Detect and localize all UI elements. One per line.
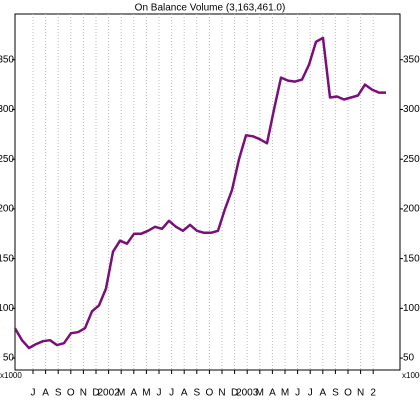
chart-title: On Balance Volume (3,163,461.0) (135, 3, 286, 14)
unit-label: x1000 (0, 371, 22, 380)
y-tick-label: 200 (403, 204, 420, 215)
x-tick-label: D (231, 388, 238, 399)
y-tick-label: 250 (403, 154, 420, 165)
x-tick-label: A (319, 388, 326, 399)
y-tick-label: 150 (0, 253, 14, 264)
x-tick-label: M (281, 388, 289, 399)
x-tick-label: N (357, 388, 364, 399)
x-tick-label: D (92, 388, 99, 399)
y-tick-label: 300 (0, 104, 14, 115)
y-tick-label: 250 (0, 154, 14, 165)
x-tick-label: O (344, 388, 352, 399)
y-tick-label: 100 (0, 303, 14, 314)
x-tick-label: S (55, 388, 62, 399)
x-tick-label: O (67, 388, 75, 399)
data-line (13, 36, 386, 350)
x-tick-label: A (42, 388, 49, 399)
x-tick-label: S (193, 388, 200, 399)
x-tick-label: J (157, 388, 162, 399)
y-tick-label: 350 (403, 54, 420, 65)
x-tick-label: A (130, 388, 137, 399)
x-tick-label: J (169, 388, 174, 399)
x-tick-label: J (295, 388, 300, 399)
y-tick-label: 50 (3, 353, 15, 364)
x-tick-label: A (269, 388, 276, 399)
x-tick-label: N (80, 388, 87, 399)
x-tick-label: M (117, 388, 125, 399)
unit-label: x1000 (402, 371, 420, 380)
plot-frame (14, 13, 401, 371)
y-tick-label: 350 (0, 54, 14, 65)
x-tick-label: 2002 (97, 388, 120, 399)
y-tick-label: 300 (403, 104, 420, 115)
y-tick-label: 200 (0, 204, 14, 215)
x-tick-label: S (332, 388, 339, 399)
x-tick-label: J (308, 388, 313, 399)
x-tick-label: O (206, 388, 214, 399)
x-tick-label: 2003 (236, 388, 259, 399)
x-tick-label: J (31, 388, 36, 399)
x-tick-label: N (218, 388, 225, 399)
x-tick-label: A (181, 388, 188, 399)
x-tick-label: 2 (370, 388, 376, 399)
y-tick-label: 100 (403, 303, 420, 314)
y-tick-label: 50 (403, 353, 415, 364)
x-tick-label: M (142, 388, 150, 399)
y-tick-label: 150 (403, 253, 420, 264)
x-tick-label: M (256, 388, 264, 399)
